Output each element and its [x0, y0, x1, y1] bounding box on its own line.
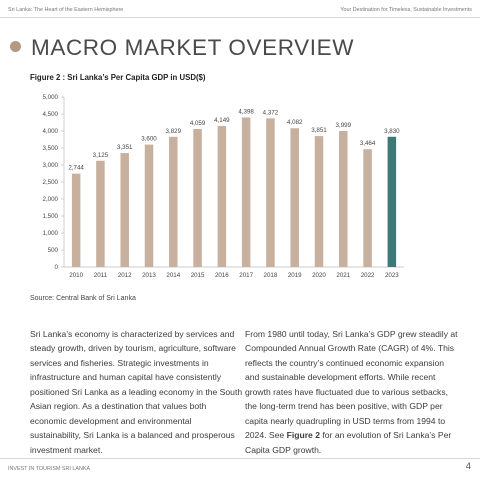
page-header: Sri Lanka: The Heart of the Eastern Hemi… — [8, 7, 472, 17]
data-label: 4,149 — [214, 117, 230, 124]
body-paragraph-right: From 1980 until today, Sri Lanka’s GDP g… — [245, 327, 459, 458]
x-tick-label: 2010 — [69, 272, 83, 279]
figure-title: Figure 2 : Sri Lanka’s Per Capita GDP in… — [30, 73, 206, 82]
bar-2013 — [144, 144, 154, 267]
x-tick-label: 2021 — [336, 272, 350, 279]
data-label: 3,351 — [117, 144, 133, 151]
bar-2022 — [363, 149, 372, 267]
bar-2019 — [290, 128, 299, 267]
data-label: 4,059 — [190, 120, 206, 127]
y-tick-label: 5,000 — [43, 94, 59, 101]
y-tick-label: 2,000 — [43, 196, 59, 203]
bar-2015 — [193, 128, 202, 267]
data-label: 3,600 — [141, 136, 157, 143]
data-label: 3,999 — [336, 122, 352, 129]
data-label: 3,830 — [384, 128, 400, 135]
bar-2014 — [169, 136, 178, 267]
x-tick-label: 2022 — [361, 272, 375, 279]
bar-2021 — [339, 131, 348, 267]
y-tick-label: 4,000 — [43, 128, 59, 135]
y-tick-label: 3,000 — [43, 162, 59, 169]
x-tick-label: 2012 — [118, 272, 132, 279]
x-tick-label: 2018 — [264, 272, 278, 279]
x-tick-label: 2015 — [191, 272, 205, 279]
bar-2016 — [217, 125, 227, 268]
data-label: 4,082 — [287, 119, 303, 126]
x-tick-label: 2019 — [288, 272, 302, 279]
bar-2017 — [241, 117, 251, 267]
figure-reference: Figure 2 — [286, 430, 321, 441]
x-tick-label: 2017 — [239, 272, 253, 279]
bar-2018 — [266, 118, 275, 268]
data-label: 4,398 — [238, 108, 254, 115]
footer-left-text: INVEST IN TOURISM SRI LANKA — [8, 466, 91, 472]
body-paragraph-left: Sri Lanka’s economy is characterized by … — [30, 328, 243, 455]
x-tick-label: 2014 — [166, 272, 180, 279]
figure-source: Source: Central Bank of Sri Lanka — [30, 295, 136, 302]
y-tick-label: 1,500 — [43, 213, 59, 220]
x-tick-label: 2020 — [312, 272, 326, 279]
header-divider — [0, 17, 480, 18]
bar-2011 — [96, 160, 105, 267]
bar-2012 — [120, 153, 129, 267]
y-tick-label: 1,000 — [43, 230, 59, 237]
y-tick-label: 500 — [48, 247, 59, 254]
body-paragraph-right-text: From 1980 until today, Sri Lanka’s GDP g… — [245, 328, 458, 441]
gdp-bar-chart: 0 500 1,000 1,500 2,000 2,500 3,000 3,500 4,000 4… — [43, 94, 404, 279]
y-tick-label: 2,500 — [43, 179, 59, 186]
footer-divider — [0, 458, 480, 459]
y-tick-label: 3,500 — [43, 145, 59, 152]
section-bullet-icon — [10, 41, 21, 52]
y-tick-label: 0 — [55, 264, 59, 271]
bar-2023 — [387, 136, 397, 267]
bar-2010 — [71, 173, 81, 267]
data-label: 2,744 — [68, 165, 84, 172]
section-title: MACRO MARKET OVERVIEW — [31, 35, 355, 60]
body-paragraph-right-text-end: for an evolution of Sri Lanka’s Per Capi… — [245, 430, 452, 455]
data-label: 3,829 — [166, 128, 182, 135]
x-tick-label: 2011 — [94, 272, 108, 279]
x-tick-label: 2016 — [215, 272, 229, 279]
x-tick-label: 2023 — [385, 272, 399, 279]
data-label: 4,372 — [263, 109, 279, 116]
data-label: 3,125 — [93, 152, 109, 159]
page-number: 4 — [465, 461, 471, 472]
header-right-text: Your Destination for Timeless, Sustainab… — [340, 7, 472, 13]
x-tick-label: 2013 — [142, 272, 156, 279]
data-label: 3,851 — [311, 127, 327, 134]
bar-2020 — [314, 136, 324, 267]
data-label: 3,464 — [360, 140, 376, 147]
y-tick-label: 4,500 — [43, 111, 59, 118]
header-left-text: Sri Lanka: The Heart of the Eastern Hemi… — [8, 7, 124, 13]
